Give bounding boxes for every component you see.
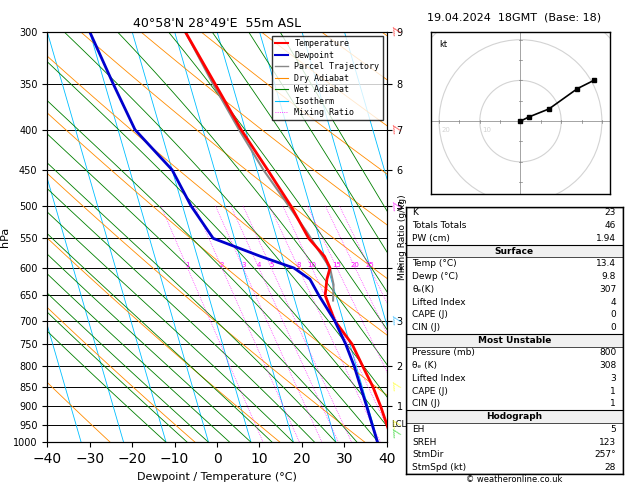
Text: 2: 2 — [220, 262, 224, 268]
Text: 5: 5 — [269, 262, 274, 268]
Text: CAPE (J): CAPE (J) — [412, 310, 448, 319]
Text: 0: 0 — [611, 310, 616, 319]
Text: StmSpd (kt): StmSpd (kt) — [412, 463, 466, 472]
Text: ╱╲: ╱╲ — [390, 381, 401, 393]
Bar — [406, 334, 623, 347]
Text: K: K — [412, 208, 418, 217]
Text: ╱╲: ╱╲ — [390, 428, 401, 439]
Legend: Temperature, Dewpoint, Parcel Trajectory, Dry Adiabat, Wet Adiabat, Isotherm, Mi: Temperature, Dewpoint, Parcel Trajectory… — [272, 36, 382, 121]
X-axis label: Dewpoint / Temperature (°C): Dewpoint / Temperature (°C) — [137, 471, 297, 482]
Y-axis label: hPa: hPa — [0, 227, 10, 247]
Text: Lifted Index: Lifted Index — [412, 297, 466, 307]
Text: 19.04.2024  18GMT  (Base: 18): 19.04.2024 18GMT (Base: 18) — [427, 12, 601, 22]
Text: 0: 0 — [611, 323, 616, 332]
Text: 307: 307 — [599, 285, 616, 294]
Bar — [406, 245, 623, 258]
Text: Totals Totals: Totals Totals — [412, 221, 467, 230]
Text: 20: 20 — [351, 262, 360, 268]
Text: 5: 5 — [611, 425, 616, 434]
Title: 40°58'N 28°49'E  55m ASL: 40°58'N 28°49'E 55m ASL — [133, 17, 301, 31]
Text: SREH: SREH — [412, 437, 437, 447]
Text: 9.8: 9.8 — [602, 272, 616, 281]
Y-axis label: km
ASL: km ASL — [406, 228, 427, 246]
Text: StmDir: StmDir — [412, 450, 443, 459]
Text: 13.4: 13.4 — [596, 260, 616, 268]
Text: kt: kt — [439, 40, 447, 49]
Text: Dewp (°C): Dewp (°C) — [412, 272, 459, 281]
Text: Temp (°C): Temp (°C) — [412, 260, 457, 268]
Text: ╱╲: ╱╲ — [390, 419, 401, 431]
Text: ╱╲: ╱╲ — [390, 26, 401, 37]
Text: ╱╲: ╱╲ — [390, 124, 401, 136]
Text: 123: 123 — [599, 437, 616, 447]
Text: 10: 10 — [308, 262, 316, 268]
Text: Surface: Surface — [494, 246, 534, 256]
Text: CIN (J): CIN (J) — [412, 399, 440, 408]
Text: 20: 20 — [441, 127, 450, 133]
Text: Pressure (mb): Pressure (mb) — [412, 348, 475, 357]
Text: LCL: LCL — [391, 420, 406, 429]
Text: 23: 23 — [605, 208, 616, 217]
Text: EH: EH — [412, 425, 425, 434]
Text: 8: 8 — [296, 262, 301, 268]
Text: © weatheronline.co.uk: © weatheronline.co.uk — [466, 474, 562, 484]
Text: 25: 25 — [365, 262, 374, 268]
Text: 257°: 257° — [594, 450, 616, 459]
Text: Mixing Ratio (g/kg): Mixing Ratio (g/kg) — [398, 194, 407, 280]
Text: θₑ (K): θₑ (K) — [412, 361, 437, 370]
Text: θₑ(K): θₑ(K) — [412, 285, 435, 294]
Text: 4: 4 — [611, 297, 616, 307]
Bar — [406, 410, 623, 423]
Text: 3: 3 — [241, 262, 245, 268]
Text: 10: 10 — [482, 127, 491, 133]
Text: 15: 15 — [333, 262, 342, 268]
Text: Lifted Index: Lifted Index — [412, 374, 466, 383]
Text: CIN (J): CIN (J) — [412, 323, 440, 332]
Text: ╱╲: ╱╲ — [390, 315, 401, 326]
Text: 4: 4 — [257, 262, 261, 268]
Text: 28: 28 — [605, 463, 616, 472]
Text: 1: 1 — [611, 399, 616, 408]
Text: 308: 308 — [599, 361, 616, 370]
Text: 3: 3 — [611, 374, 616, 383]
Text: ╱╲: ╱╲ — [390, 200, 401, 211]
Text: CAPE (J): CAPE (J) — [412, 387, 448, 396]
Text: 1.94: 1.94 — [596, 234, 616, 243]
Text: 46: 46 — [605, 221, 616, 230]
Text: 800: 800 — [599, 348, 616, 357]
Text: Most Unstable: Most Unstable — [477, 336, 551, 345]
Text: PW (cm): PW (cm) — [412, 234, 450, 243]
Text: 1: 1 — [611, 387, 616, 396]
Text: Hodograph: Hodograph — [486, 412, 542, 421]
Text: 1: 1 — [186, 262, 190, 268]
